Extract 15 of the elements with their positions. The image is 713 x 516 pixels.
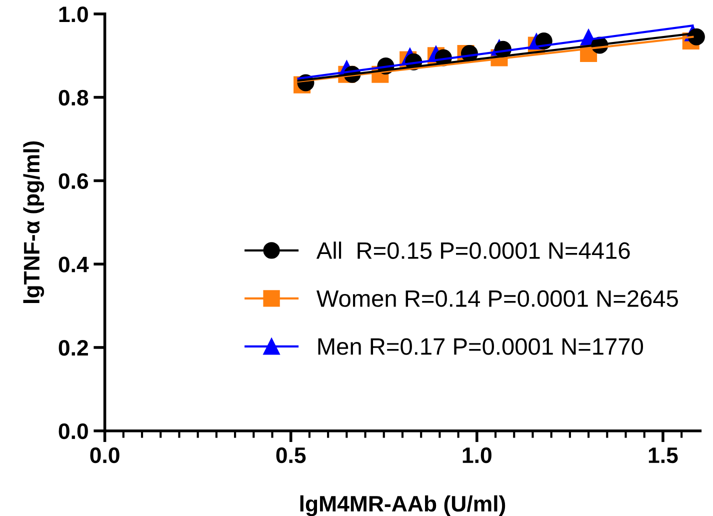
x-tick-label: 1.0: [462, 447, 492, 464]
y-axis-title: lgTNF-α (pg/ml): [23, 141, 44, 303]
y-tick-label: 0.4: [58, 256, 89, 272]
legend-label: All R=0.15 P=0.0001 N=4416: [316, 242, 630, 259]
x-tick-label: 1.5: [648, 448, 678, 464]
legend-label: Men R=0.17 P=0.0001 N=1770: [318, 338, 644, 355]
x-tick-label: 0.0: [90, 447, 120, 464]
x-tick-label: 0.5: [276, 447, 306, 464]
y-tick-label: 0.6: [58, 173, 88, 189]
y-tick-label: 0.8: [58, 90, 88, 106]
y-tick-label: 0.0: [58, 423, 88, 440]
y-tick-label: 0.2: [58, 340, 88, 356]
y-tick-label: 1.0: [59, 6, 88, 22]
x-axis-title: lgM4MR-AAb (U/ml): [300, 495, 506, 516]
legend-label: Women R=0.14 P=0.0001 N=2645: [316, 290, 678, 307]
